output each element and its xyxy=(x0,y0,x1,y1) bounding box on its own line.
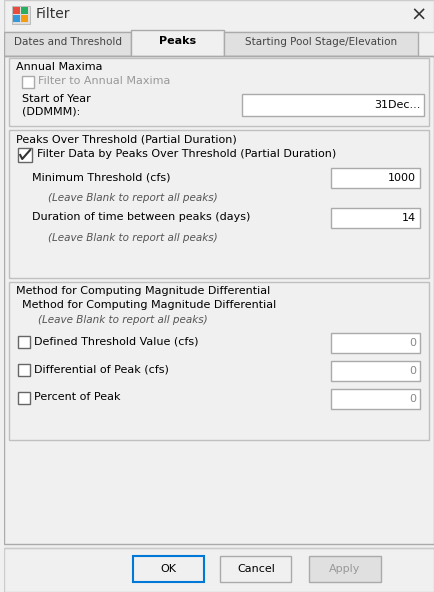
Text: Peaks Over Threshold (Partial Duration): Peaks Over Threshold (Partial Duration) xyxy=(16,134,237,144)
Text: Method for Computing Magnitude Differential: Method for Computing Magnitude Different… xyxy=(16,286,270,296)
Bar xyxy=(18,148,32,162)
Text: Minimum Threshold (cfs): Minimum Threshold (cfs) xyxy=(32,172,171,182)
Bar xyxy=(10,58,429,126)
Bar xyxy=(4,56,434,544)
Text: Defined Threshold Value (cfs): Defined Threshold Value (cfs) xyxy=(34,336,199,346)
Text: Annual Maxima: Annual Maxima xyxy=(16,62,103,72)
Text: 14: 14 xyxy=(402,213,416,223)
Bar xyxy=(12,6,30,24)
Text: 1000: 1000 xyxy=(388,173,416,183)
Text: (DDMMM):: (DDMMM): xyxy=(22,106,80,116)
Bar xyxy=(331,389,420,409)
Text: (Leave Blank to report all peaks): (Leave Blank to report all peaks) xyxy=(38,315,208,325)
Text: 31Dec...: 31Dec... xyxy=(374,100,420,110)
Text: Differential of Peak (cfs): Differential of Peak (cfs) xyxy=(34,364,169,374)
Text: Filter to Annual Maxima: Filter to Annual Maxima xyxy=(38,76,171,86)
Bar xyxy=(21,15,28,22)
Bar xyxy=(331,208,420,228)
Bar xyxy=(13,7,20,14)
Bar xyxy=(10,130,429,278)
Bar xyxy=(331,333,420,353)
Bar xyxy=(132,57,223,60)
Bar xyxy=(18,392,30,404)
Bar xyxy=(131,30,224,57)
Bar xyxy=(133,556,204,582)
Text: 0: 0 xyxy=(409,394,416,404)
Bar xyxy=(309,556,381,582)
Text: Filter: Filter xyxy=(36,7,71,21)
Bar xyxy=(331,168,420,188)
Bar xyxy=(13,15,20,22)
Text: (Leave Blank to report all peaks): (Leave Blank to report all peaks) xyxy=(48,233,217,243)
Text: OK: OK xyxy=(161,564,177,574)
Bar xyxy=(18,336,30,348)
Text: 0: 0 xyxy=(409,366,416,376)
Text: Duration of time between peaks (days): Duration of time between peaks (days) xyxy=(32,212,250,222)
Text: Cancel: Cancel xyxy=(237,564,275,574)
Text: Starting Pool Stage/Elevation: Starting Pool Stage/Elevation xyxy=(245,37,397,47)
Text: Percent of Peak: Percent of Peak xyxy=(34,392,121,402)
Bar xyxy=(242,94,424,116)
Bar xyxy=(4,548,434,592)
Bar xyxy=(4,32,131,56)
Bar xyxy=(220,556,292,582)
Bar xyxy=(22,76,34,88)
Text: Apply: Apply xyxy=(329,564,361,574)
Text: Peaks: Peaks xyxy=(159,36,196,46)
Bar xyxy=(224,32,418,56)
Text: 0: 0 xyxy=(409,338,416,348)
Bar xyxy=(10,282,429,440)
Text: Filter Data by Peaks Over Threshold (Partial Duration): Filter Data by Peaks Over Threshold (Par… xyxy=(37,149,336,159)
Bar xyxy=(18,364,30,376)
Bar xyxy=(21,7,28,14)
Text: ×: × xyxy=(410,6,426,25)
Text: Dates and Threshold: Dates and Threshold xyxy=(14,37,122,47)
Text: Method for Computing Magnitude Differential: Method for Computing Magnitude Different… xyxy=(22,300,276,310)
Bar xyxy=(331,361,420,381)
Bar xyxy=(4,0,434,32)
Text: (Leave Blank to report all peaks): (Leave Blank to report all peaks) xyxy=(48,193,217,203)
Text: Start of Year: Start of Year xyxy=(22,94,91,104)
